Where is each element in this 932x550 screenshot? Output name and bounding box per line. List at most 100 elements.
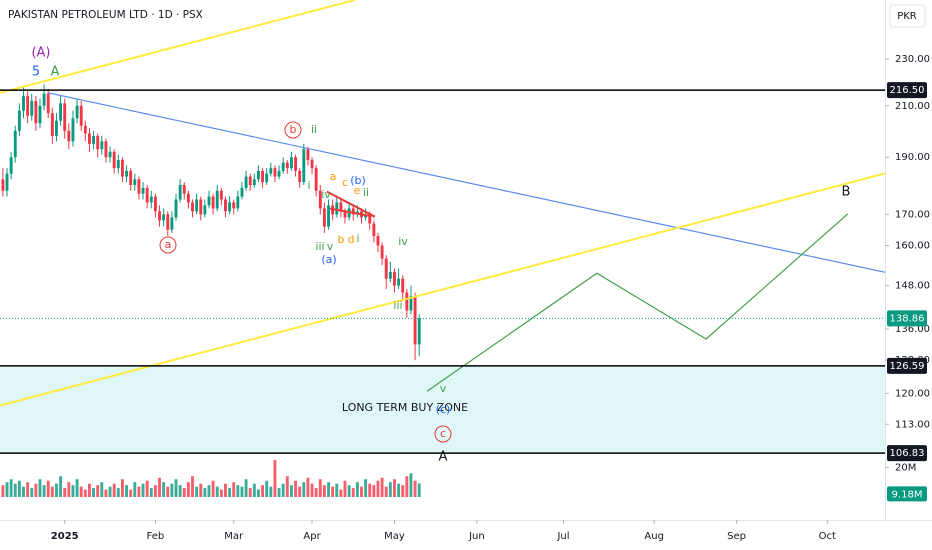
candle-body [294,157,297,171]
volume-bar [50,486,54,497]
wave-label: A [439,450,448,465]
candle-body [17,110,21,131]
volume-bar [59,476,63,497]
level-tag [887,82,927,99]
trendline [47,92,885,273]
candle-body [59,103,63,121]
volume-bar [331,486,335,497]
candle-body [302,149,306,183]
volume-bar [96,485,100,497]
candle-body [166,214,170,230]
wave-label: c [440,427,446,440]
y-tick-label: 113.00 [895,419,930,430]
volume-bar [261,485,265,497]
volume-bar [158,477,161,497]
level-tag [887,357,927,374]
candle-body [149,196,153,203]
wave-label: ii [311,123,317,136]
candle-body [327,205,330,227]
candle-body [228,202,232,212]
volume-bar [360,486,363,497]
wave-label: i [356,232,359,245]
candle-body [224,199,227,212]
volume-bar [281,483,285,497]
volume-bar [368,483,372,497]
volume-bar [298,486,302,497]
wave-label: B [842,185,851,200]
volume-bar [364,479,368,497]
wave-label: a [165,238,172,251]
candle-body [100,141,104,150]
candle-body [393,271,396,286]
candle-body [42,93,46,106]
wave-label: v [327,240,334,253]
candle-body [314,168,318,191]
volume-bar [13,483,17,497]
candle-body [92,136,96,144]
volume-bar [384,486,388,497]
volume-bar [116,488,120,497]
level-tag-label: 216.50 [890,85,925,96]
volume-bar [170,483,174,497]
volume-bar [1,485,5,497]
volume-bar [318,479,322,497]
wave-circle [434,425,452,443]
currency-label[interactable]: PKR [897,11,917,22]
volume-bar [236,485,240,497]
candle-body [96,136,100,150]
candle-body [199,199,203,215]
candle-body [67,130,71,142]
volume-bar [88,483,91,497]
volume-bar [153,485,157,497]
trendline [0,0,356,94]
candle-body [405,292,409,311]
volume-bar [112,483,116,497]
wave-label: c [342,176,348,189]
candle-body [240,187,244,197]
candle-body [413,296,417,345]
wave-label: (b) [350,174,366,187]
candle-body [116,159,120,169]
wave-label: iii [315,240,324,253]
candle-body [145,187,149,203]
candle-body [277,170,281,177]
x-tick-label: Jul [556,531,569,542]
volume-bar [34,483,38,497]
volume-bar [195,486,199,497]
wave-label: a [330,170,337,183]
volume-bar [228,488,232,497]
currency-box[interactable] [889,4,926,28]
candle-body [265,173,269,183]
volume-bar [388,482,392,497]
candle-body [22,96,25,111]
candle-body [273,168,277,177]
x-tick-label: May [384,531,405,542]
volume-bar [417,483,421,497]
wave-label: iii [393,299,402,312]
candle-body [50,113,54,137]
candle-body [351,208,355,215]
volume-bar [63,488,67,497]
wave-label: 5 [32,65,40,80]
candle-body [281,162,285,171]
candle-body [211,196,215,209]
volume-bar [55,483,58,497]
candle-body [55,120,58,137]
candle-body [244,176,248,188]
volume-bar [42,485,46,497]
candle-body [376,235,380,246]
candle-body [186,193,190,203]
y-tick-label: 230.00 [895,54,930,65]
volume-bar [83,489,87,497]
trendline [326,190,376,218]
volume-bar [5,482,9,497]
volume-bar [182,488,186,497]
volume-bar [178,485,182,497]
y-tick-label: 120.00 [895,388,930,399]
candle-body [141,187,145,194]
volume-bar [372,485,376,497]
volume-bar [207,485,211,497]
volume-bar [347,485,351,497]
chart-title: PAKISTAN PETROLEUM LTD · 1D · PSX [8,9,203,21]
candle-body [232,202,236,209]
